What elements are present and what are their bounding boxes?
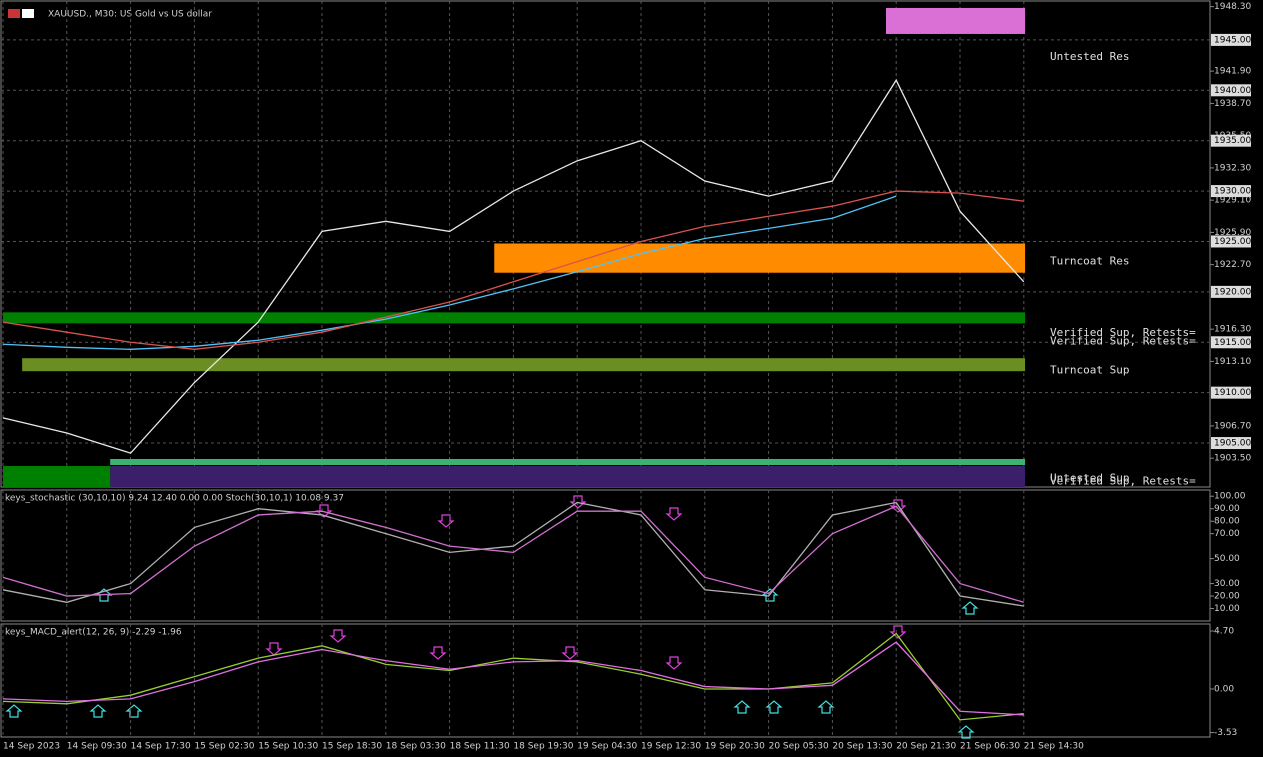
zone-label: Untested Res: [1050, 50, 1129, 63]
y-tick-label: 70.00: [1214, 529, 1240, 539]
price-box: [1211, 134, 1251, 147]
y-tick-label: 1920.00: [1214, 287, 1251, 297]
y-tick-label: 1932.30: [1214, 163, 1251, 173]
y-tick-label: 1929.10: [1214, 196, 1251, 206]
price-box: [1211, 437, 1251, 450]
series-line: [2, 632, 1024, 721]
x-tick-label: 20 Sep 21:30: [896, 742, 956, 752]
zone-label: Verified Sup, Retests=: [1050, 326, 1196, 339]
price-box: [1211, 33, 1251, 46]
x-tick-label: 15 Sep 10:30: [258, 742, 318, 752]
y-tick-label: 90.00: [1214, 504, 1240, 514]
y-tick-label: 1903.50: [1214, 454, 1251, 464]
y-tick-label: 1940.00: [1214, 86, 1251, 96]
panel-title: keys_MACD_alert(12, 26, 9) -2.29 -1.96: [5, 628, 182, 638]
price-box: [1211, 185, 1251, 198]
y-tick-label: 80.00: [1214, 517, 1240, 527]
macd-frame: [0, 623, 1211, 738]
y-tick-label: 0.00: [1214, 685, 1234, 695]
y-tick-label: 1915.00: [1214, 338, 1251, 348]
y-tick-label: 1948.30: [1214, 2, 1251, 12]
y-tick-label: 1916.30: [1214, 325, 1251, 335]
series-line: [2, 505, 1024, 603]
zone-label: Verified Sup, Retests=: [1050, 334, 1196, 347]
y-tick-label: 1935.00: [1214, 136, 1251, 146]
x-tick-label: 21 Sep 14:30: [1024, 742, 1084, 752]
x-tick-label: 18 Sep 11:30: [450, 742, 510, 752]
zone-label: Untested Sup: [1050, 471, 1129, 484]
y-tick-label: 1905.00: [1214, 439, 1251, 449]
x-tick-label: 15 Sep 18:30: [322, 742, 382, 752]
zone: [22, 358, 1026, 372]
period-icon: [22, 9, 34, 18]
panel-title: keys_stochastic (30,10,10) 9.24 12.40 0.…: [5, 494, 344, 504]
series-line: [2, 190, 1024, 350]
zone-label: Verified Sup, Retests=: [1050, 474, 1196, 487]
y-tick-label: 1922.70: [1214, 260, 1251, 270]
y-tick-label: 30.00: [1214, 579, 1240, 589]
zone: [3, 312, 1026, 324]
x-tick-label: 14 Sep 2023: [3, 742, 60, 752]
price-box: [1211, 285, 1251, 298]
price-box: [1211, 336, 1251, 349]
symbol-icon: [8, 9, 20, 18]
y-tick-label: 1945.00: [1214, 35, 1251, 45]
y-tick-label: 1930.00: [1214, 187, 1251, 197]
y-tick-label: 1925.00: [1214, 237, 1251, 247]
x-tick-label: 19 Sep 12:30: [641, 742, 701, 752]
y-tick-label: -3.53: [1214, 728, 1237, 738]
y-tick-label: 20.00: [1214, 592, 1240, 602]
zone-label: Turncoat Sup: [1050, 363, 1129, 376]
y-tick-label: 100.00: [1214, 492, 1246, 502]
y-tick-label: 1941.90: [1214, 67, 1251, 77]
y-tick-label: 10.00: [1214, 604, 1240, 614]
series-line: [2, 641, 1024, 716]
x-tick-label: 19 Sep 20:30: [705, 742, 765, 752]
y-tick-label: 1910.00: [1214, 388, 1251, 398]
zone: [494, 243, 1026, 273]
x-tick-label: 21 Sep 06:30: [960, 742, 1020, 752]
y-tick-label: 50.00: [1214, 554, 1240, 564]
stoch-frame: [0, 489, 1211, 622]
series-line: [2, 195, 897, 350]
zone: [110, 466, 1026, 487]
x-tick-label: 19 Sep 04:30: [577, 742, 637, 752]
x-tick-label: 18 Sep 03:30: [386, 742, 446, 752]
zone: [110, 458, 1026, 466]
price-box: [1211, 84, 1251, 97]
y-tick-label: 1938.70: [1214, 99, 1251, 109]
y-tick-label: 1913.10: [1214, 357, 1251, 367]
price-box: [1211, 235, 1251, 248]
y-tick-label: 1906.70: [1214, 421, 1251, 431]
x-tick-label: 20 Sep 05:30: [769, 742, 829, 752]
x-tick-label: 20 Sep 13:30: [832, 742, 892, 752]
series-line: [2, 501, 1024, 607]
x-tick-label: 14 Sep 09:30: [67, 742, 127, 752]
y-tick-label: 1925.90: [1214, 228, 1251, 238]
price-box: [1211, 386, 1251, 399]
y-tick-label: 4.70: [1214, 627, 1234, 637]
x-tick-label: 15 Sep 02:30: [194, 742, 254, 752]
series-line: [2, 78, 1025, 454]
zone-label: Turncoat Res: [1050, 255, 1129, 268]
zone: [3, 466, 111, 487]
zone: [885, 7, 1026, 34]
x-tick-label: 18 Sep 19:30: [513, 742, 573, 752]
x-tick-label: 14 Sep 17:30: [131, 742, 191, 752]
